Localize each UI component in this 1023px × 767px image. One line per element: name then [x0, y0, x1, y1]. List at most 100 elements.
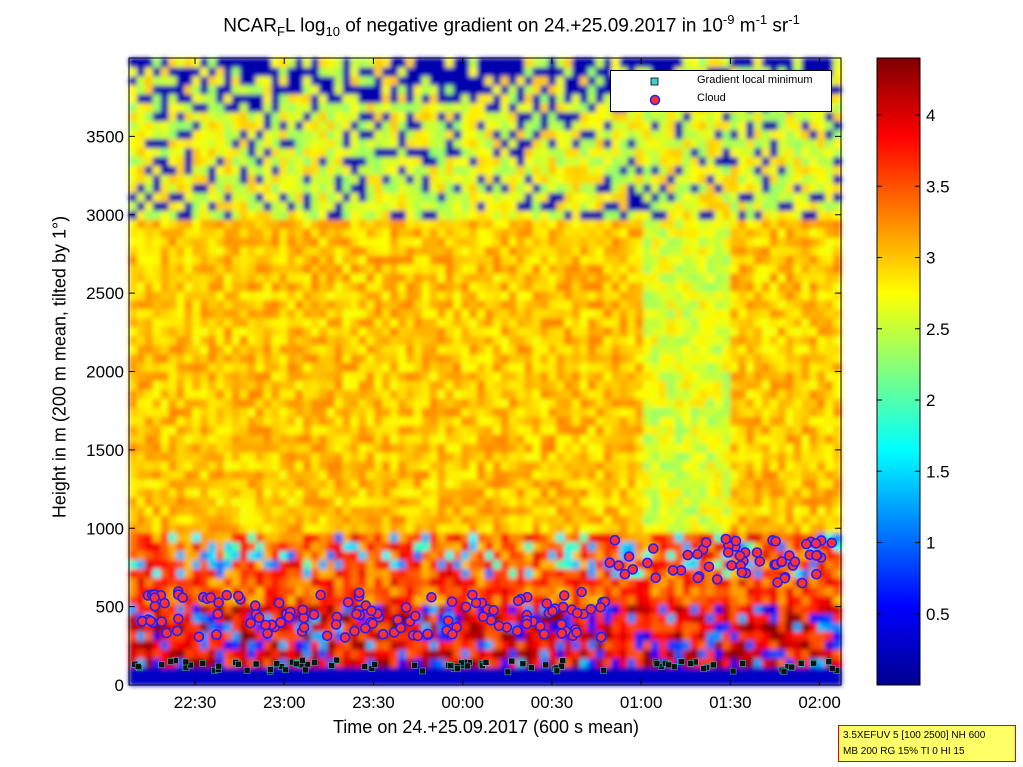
cloud-marker — [667, 565, 679, 576]
y-tick-label: 2500 — [86, 284, 124, 303]
cloud-marker — [367, 618, 379, 629]
cloud-marker — [711, 574, 723, 585]
cloud-marker — [585, 603, 597, 615]
gradient-min-marker — [328, 662, 335, 669]
colorbar-tick-label: 2.5 — [926, 320, 950, 339]
gradient-min-marker — [553, 667, 561, 675]
gradient-min-marker — [825, 658, 833, 665]
cloud-marker — [245, 617, 256, 629]
cloud-marker — [810, 538, 822, 549]
cloud-marker — [159, 597, 170, 609]
x-tick-label: 01:00 — [620, 693, 663, 712]
cloud-marker — [400, 602, 412, 613]
cloud-marker — [604, 557, 616, 569]
gradient-min-marker — [167, 658, 174, 665]
gradient-min-marker — [710, 661, 717, 669]
cloud-marker — [321, 630, 333, 642]
chart-title: NCARFL log10 of negative gradient on 24.… — [223, 12, 800, 40]
cloud-marker — [283, 611, 295, 623]
cloud-marker — [250, 600, 261, 611]
x-axis-label: Time on 24.+25.09.2017 (600 s mean) — [332, 717, 640, 737]
cloud-marker — [682, 549, 694, 561]
gradient-min-marker — [558, 663, 565, 670]
gradient-min-marker — [542, 661, 549, 669]
gradient-min-marker — [419, 667, 426, 675]
cloud-marker — [359, 622, 371, 634]
gradient-min-marker — [252, 660, 260, 668]
gradient-min-marker — [371, 661, 378, 668]
gradient-min-marker — [134, 663, 142, 670]
x-tick-label: 23:30 — [352, 693, 395, 712]
gradient-min-marker — [729, 667, 737, 675]
gradient-min-marker — [828, 665, 836, 672]
cloud-marker — [377, 628, 389, 640]
cloud-marker — [412, 630, 424, 642]
colorbar-tick-label: 3 — [926, 249, 935, 268]
cloud-marker — [576, 586, 588, 598]
gradient-min-marker — [243, 667, 251, 674]
circle-marker-icon — [649, 94, 661, 106]
cloud-marker — [751, 547, 763, 558]
cloud-marker — [754, 556, 766, 567]
cloud-marker — [642, 557, 653, 569]
cloud-marker — [171, 625, 183, 637]
cloud-marker — [720, 533, 732, 545]
cloud-marker — [556, 628, 568, 639]
gradient-min-marker — [482, 659, 490, 666]
legend-label: Gradient local minimum — [697, 74, 813, 86]
cloud-marker — [541, 598, 553, 609]
cloud-marker — [613, 560, 625, 571]
cloud-marker — [297, 604, 309, 616]
cloud-marker — [627, 564, 639, 575]
gradient-min-marker — [267, 666, 274, 673]
cloud-marker — [772, 577, 783, 588]
info-line: 3.5XEFUV 5 [100 2500] NH 600 — [843, 730, 986, 741]
cloud-marker — [353, 587, 365, 599]
colorbar — [876, 57, 921, 686]
cloud-marker — [470, 597, 482, 609]
y-tick-label: 0 — [115, 676, 124, 695]
cloud-marker — [558, 590, 570, 601]
gradient-min-marker — [687, 660, 695, 667]
cloud-marker — [547, 605, 558, 617]
colorbar-tick-label: 0.5 — [926, 605, 950, 624]
gradient-min-marker — [678, 658, 686, 665]
gradient-min-marker — [273, 660, 280, 667]
gradient-min-marker — [810, 660, 817, 667]
gradient-min-marker — [700, 665, 707, 672]
cloud-marker — [734, 550, 746, 562]
x-tick-label: 00:00 — [441, 693, 484, 712]
gradient-min-marker — [780, 668, 788, 675]
colorbar-tick-label: 2 — [926, 391, 935, 410]
cloud-marker — [177, 592, 188, 604]
cloud-marker — [253, 612, 265, 624]
cloud-marker — [776, 556, 788, 567]
legend: Gradient local minimum Cloud — [610, 70, 832, 112]
cloud-marker — [315, 589, 326, 601]
cloud-marker — [339, 632, 351, 643]
y-tick-label: 500 — [96, 598, 124, 617]
colorbar-tick-label: 1 — [926, 534, 935, 553]
cloud-marker — [298, 622, 310, 633]
cloud-marker — [811, 550, 822, 561]
cloud-marker — [826, 537, 838, 549]
cloud-marker — [619, 568, 631, 580]
cloud-marker — [703, 561, 715, 573]
legend-item-gradient-min: Gradient local minimum — [611, 73, 831, 89]
cloud-marker — [623, 551, 635, 562]
gradient-min-marker — [739, 660, 746, 667]
cloud-marker — [511, 625, 523, 637]
y-tick-label: 2000 — [86, 363, 124, 382]
cloud-marker — [260, 619, 271, 631]
cloud-marker — [571, 627, 583, 638]
cloud-marker — [571, 607, 583, 619]
y-tick-label: 3000 — [86, 206, 124, 225]
gradient-min-marker — [215, 662, 223, 670]
legend-label: Cloud — [697, 92, 726, 104]
gradient-min-marker — [411, 662, 418, 669]
gradient-min-marker — [508, 657, 515, 665]
cloud-marker — [221, 589, 233, 601]
cloud-marker — [692, 572, 704, 584]
x-tick-label: 01:30 — [709, 693, 752, 712]
